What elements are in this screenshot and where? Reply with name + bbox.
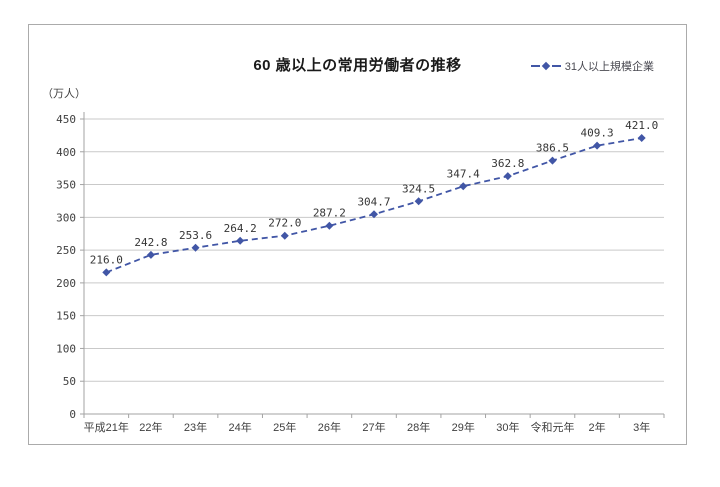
x-tick-label: 26年 [318, 420, 341, 434]
data-point [280, 231, 289, 240]
data-label: 362.8 [491, 157, 524, 170]
data-point [146, 250, 155, 259]
data-label: 324.5 [402, 182, 435, 195]
legend-dash-icon [530, 65, 540, 67]
legend-dashed-diamond-marker [530, 61, 561, 71]
y-axis-unit-label: （万人） [42, 88, 86, 100]
data-point [325, 221, 334, 230]
y-tick-label: 200 [56, 277, 76, 290]
x-tick-label: 平成21年 [84, 420, 129, 434]
data-point [503, 172, 512, 181]
data-label: 242.8 [134, 236, 167, 249]
x-tick-label: 28年 [407, 420, 430, 434]
data-label: 287.2 [313, 207, 346, 220]
data-point [236, 236, 245, 245]
data-point [191, 243, 200, 252]
data-label: 264.2 [224, 222, 257, 235]
x-tick-label: 29年 [452, 420, 475, 434]
data-label: 216.0 [90, 253, 123, 266]
x-tick-label: 24年 [229, 420, 252, 434]
data-point [102, 268, 111, 277]
data-point [414, 197, 423, 206]
y-tick-label: 450 [56, 113, 76, 126]
y-tick-label: 100 [56, 342, 76, 355]
chart-frame: 60 歳以上の常用労働者の推移 31人以上規模企業 （万人） 0 50 100 150… [28, 24, 687, 445]
data-point [370, 210, 378, 219]
data-label: 347.4 [447, 167, 480, 180]
chart-title: 60 歳以上の常用労働者の推移 [253, 57, 462, 74]
y-tick-label: 50 [63, 375, 76, 388]
x-tick-label: 3年 [633, 420, 650, 434]
y-tick-label: 250 [56, 244, 76, 257]
x-tick-label: 30年 [496, 420, 519, 434]
x-tick-label: 2年 [589, 420, 606, 434]
data-label: 253.6 [179, 229, 212, 242]
line-chart: 0 50 100 150 200 250 300 350 400 450 平成21年 22年 23年 24… [56, 112, 665, 434]
data-label: 386.5 [536, 142, 569, 155]
legend-label: 31人以上規模企業 [564, 61, 654, 73]
data-point [459, 182, 468, 191]
data-point [593, 141, 602, 150]
x-tick-label: 27年 [362, 420, 385, 434]
data-point [637, 134, 646, 143]
y-tick-label: 300 [56, 211, 76, 224]
data-label: 421.0 [625, 119, 658, 132]
data-point [548, 156, 557, 165]
data-label: 409.3 [581, 127, 614, 140]
y-tick-label: 400 [56, 146, 76, 159]
x-tick-label: 25年 [273, 420, 296, 434]
data-label: 272.0 [268, 217, 301, 230]
legend-dash-icon [551, 65, 561, 67]
x-tick-label: 令和元年 [530, 420, 574, 434]
data-label: 304.7 [357, 195, 390, 208]
x-tick-label: 23年 [184, 420, 207, 434]
x-tick-label: 22年 [139, 420, 162, 434]
y-tick-label: 0 [69, 408, 76, 421]
y-tick-label: 150 [56, 310, 76, 323]
legend: 31人以上規模企業 [528, 58, 656, 74]
y-tick-label: 350 [56, 179, 76, 192]
